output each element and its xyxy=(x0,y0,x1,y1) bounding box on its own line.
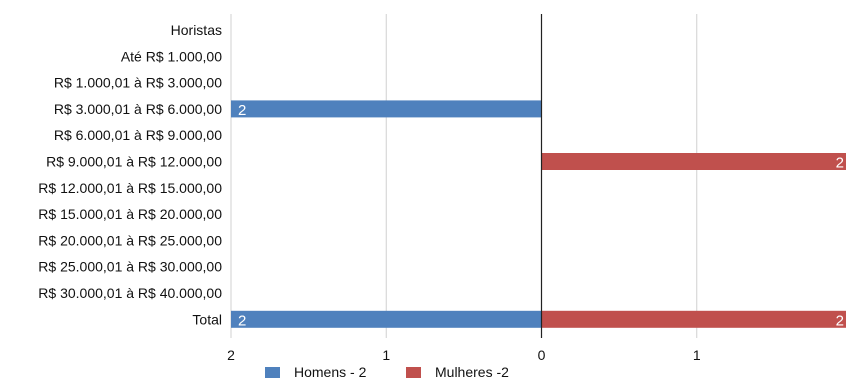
bar-mulheres xyxy=(541,153,846,170)
legend-label: Homens - 2 xyxy=(294,364,367,380)
x-tick-label: 0 xyxy=(538,347,546,363)
category-label: R$ 25.000,01 à R$ 30.000,00 xyxy=(38,259,222,275)
legend-swatch-homens xyxy=(265,367,280,378)
category-label: R$ 9.000,01 à R$ 12.000,00 xyxy=(46,154,222,170)
category-label: R$ 1.000,01 à R$ 3.000,00 xyxy=(54,75,222,91)
data-label: 2 xyxy=(836,312,844,329)
data-label: 2 xyxy=(238,102,246,119)
x-tick-label: 1 xyxy=(693,347,701,363)
legend-swatch-mulheres xyxy=(406,367,421,378)
category-label: Até R$ 1.000,00 xyxy=(121,48,222,64)
category-label: Horistas xyxy=(171,22,222,38)
category-label: R$ 3.000,01 à R$ 6.000,00 xyxy=(54,101,222,117)
category-label: Total xyxy=(192,311,222,327)
category-label: R$ 6.000,01 à R$ 9.000,00 xyxy=(54,127,222,143)
data-label: 2 xyxy=(836,155,844,172)
category-label: R$ 20.000,01 à R$ 25.000,00 xyxy=(38,232,222,248)
bar-mulheres xyxy=(541,310,846,328)
category-label: R$ 30.000,01 à R$ 40.000,00 xyxy=(38,285,222,301)
legend-label: Mulheres -2 xyxy=(435,364,509,380)
bar-homens xyxy=(231,100,542,118)
x-tick-label: 1 xyxy=(382,347,390,363)
category-label: R$ 15.000,01 à R$ 20.000,00 xyxy=(38,206,222,222)
category-label: R$ 12.000,01 à R$ 15.000,00 xyxy=(38,180,222,196)
bar-homens xyxy=(231,310,542,328)
x-tick-label: 2 xyxy=(227,347,235,363)
data-label: 2 xyxy=(238,312,246,329)
